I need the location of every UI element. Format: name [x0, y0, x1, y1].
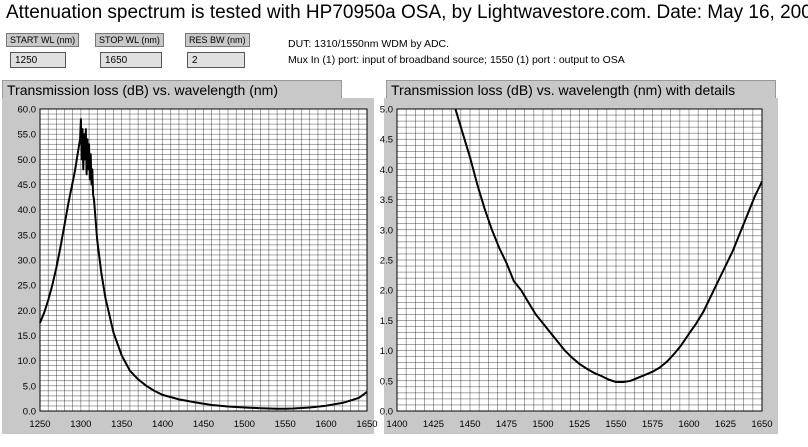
x-tick-label: 1500 — [532, 419, 553, 430]
res-bw-label: RES BW (nm) — [185, 33, 250, 47]
y-tick-label: 30.0 — [18, 256, 37, 267]
y-tick-label: 25.0 — [18, 281, 37, 292]
x-tick-label: 1450 — [193, 419, 214, 430]
page-title: Attenuation spectrum is tested with HP70… — [6, 2, 808, 23]
y-tick-label: 4.0 — [380, 165, 393, 176]
chart-left: 1250 1300 1350 1400 1450 1500 1550 1600 1650 0.0 5… — [18, 105, 378, 431]
x-tick-label: 1650 — [751, 419, 772, 430]
chart-left-title: Transmission loss (dB) vs. wavelength (n… — [2, 80, 342, 99]
x-tick-label: 1550 — [605, 419, 626, 430]
y-tick-label: 15.0 — [18, 331, 37, 342]
chart-right: 1400 1425 1450 1475 1500 1525 1550 1575 1600 1625… — [380, 105, 773, 431]
x-tick-label: 1625 — [715, 419, 736, 430]
x-tick-label: 1450 — [459, 419, 480, 430]
res-bw-field[interactable]: 2 — [187, 52, 245, 68]
y-tick-label: 0.0 — [380, 407, 393, 418]
x-tick-label: 1400 — [152, 419, 173, 430]
y-tick-label: 1.5 — [380, 316, 393, 327]
x-tick-label: 1600 — [316, 419, 337, 430]
y-tick-label: 10.0 — [18, 356, 37, 367]
start-wl-label: START WL (nm) — [6, 33, 80, 47]
y-tick-label: 2.0 — [380, 286, 393, 297]
y-tick-label: 0.5 — [380, 376, 393, 387]
y-tick-label: 0.0 — [23, 407, 36, 418]
x-tick-label: 1600 — [678, 419, 699, 430]
x-tick-label: 1575 — [642, 419, 663, 430]
y-tick-label: 4.5 — [380, 135, 393, 146]
y-tick-label: 3.0 — [380, 225, 393, 236]
x-tick-label: 1525 — [569, 419, 590, 430]
y-tick-label: 20.0 — [18, 306, 37, 317]
stop-wl-field[interactable]: 1650 — [100, 52, 162, 68]
x-tick-label: 1650 — [356, 419, 377, 430]
y-tick-label: 5.0 — [23, 381, 36, 392]
y-tick-label: 55.0 — [18, 130, 37, 141]
x-tick-label: 1475 — [496, 419, 517, 430]
port-description: Mux In (1) port: input of broadband sour… — [288, 54, 625, 66]
y-tick-label: 35.0 — [18, 230, 37, 241]
x-tick-label: 1250 — [29, 419, 50, 430]
y-tick-label: 2.5 — [380, 256, 393, 267]
x-tick-label: 1350 — [111, 419, 132, 430]
y-tick-label: 40.0 — [18, 205, 37, 216]
x-tick-label: 1550 — [275, 419, 296, 430]
start-wl-field[interactable]: 1250 — [10, 52, 66, 68]
dut-description: DUT: 1310/1550nm WDM by ADC. — [288, 38, 450, 50]
y-tick-label: 5.0 — [380, 105, 393, 116]
y-tick-label: 60.0 — [18, 105, 37, 116]
y-tick-label: 1.0 — [380, 346, 393, 357]
y-tick-label: 45.0 — [18, 180, 37, 191]
x-tick-label: 1500 — [234, 419, 255, 430]
series-line — [39, 118, 368, 410]
x-tick-label: 1425 — [423, 419, 444, 430]
x-tick-label: 1300 — [70, 419, 91, 430]
y-tick-label: 50.0 — [18, 155, 37, 166]
series-line — [454, 108, 763, 383]
x-tick-label: 1400 — [386, 419, 407, 430]
stop-wl-label: STOP WL (nm) — [95, 33, 164, 47]
y-tick-label: 3.5 — [380, 195, 393, 206]
